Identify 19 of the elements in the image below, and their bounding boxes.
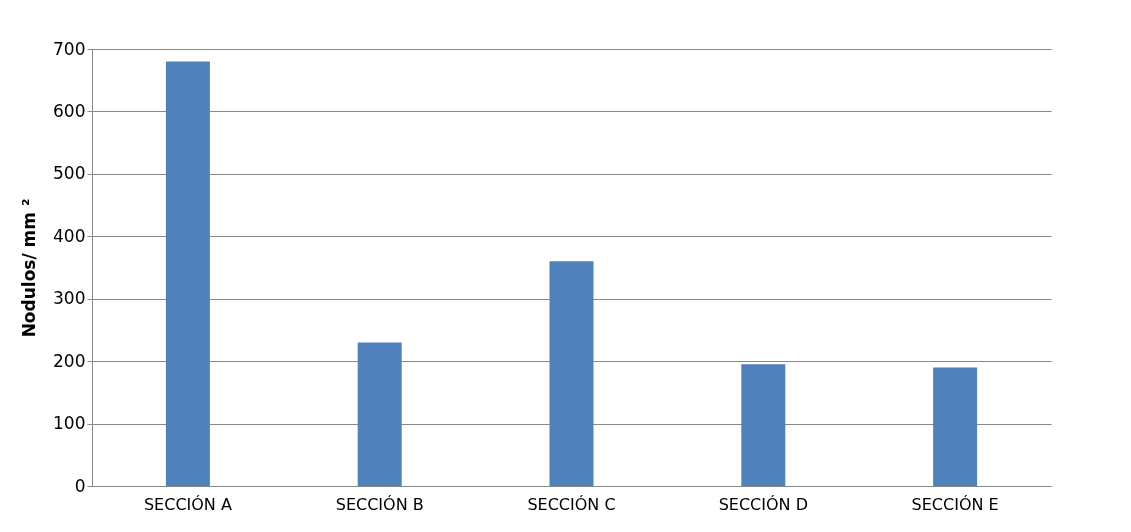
bar bbox=[165, 61, 210, 486]
y-axis-title: Nodulos/ mm ² bbox=[19, 198, 40, 338]
x-tick-label: SECCIÓN D bbox=[718, 494, 808, 514]
bar bbox=[357, 342, 402, 486]
x-tick-label: SECCIÓN B bbox=[335, 494, 424, 514]
y-tick-label: 500 bbox=[53, 163, 86, 184]
y-tick-label: 200 bbox=[53, 350, 86, 371]
y-tick-label: 400 bbox=[53, 225, 86, 246]
x-tick-label: SECCIÓN E bbox=[911, 494, 999, 514]
y-tick-label: 100 bbox=[53, 413, 86, 434]
x-tick-label: SECCIÓN A bbox=[143, 494, 232, 514]
y-tick-label: 700 bbox=[53, 38, 86, 59]
bar bbox=[741, 364, 786, 486]
y-tick-label: 300 bbox=[53, 288, 86, 309]
bar bbox=[549, 261, 594, 486]
y-tick-label: 0 bbox=[74, 475, 86, 496]
y-tick-label: 600 bbox=[53, 100, 86, 121]
bar bbox=[933, 367, 978, 486]
x-tick-label: SECCIÓN C bbox=[527, 494, 616, 514]
